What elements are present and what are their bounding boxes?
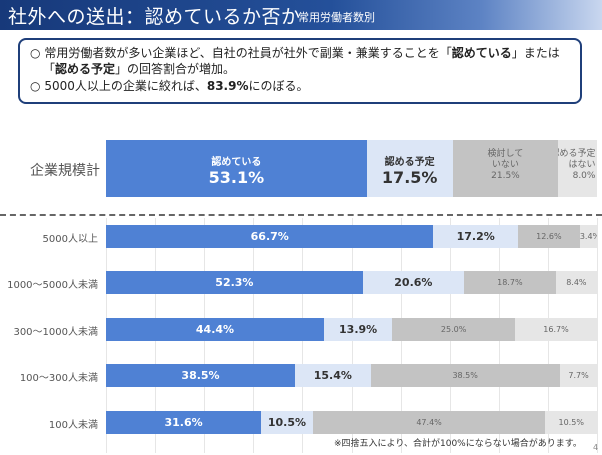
bar-data-label: 16.7%: [543, 325, 569, 334]
bullet-text: にのぼる。: [248, 79, 309, 93]
bar-data-label: 20.6%: [394, 276, 433, 289]
bar-segment: 18.7%: [463, 271, 556, 294]
bar-data-label: 13.9%: [339, 323, 378, 336]
bar-data-label: 38.5%: [452, 371, 478, 380]
bar-segment: 16.7%: [515, 318, 597, 341]
bar-data-label: 17.2%: [456, 230, 495, 243]
category-label: 300～1000人未満: [13, 327, 98, 338]
callout-bullet-1: ○ 常用労働者数が多い企業ほど、自社の社員が社外で副業・兼業することを「認めてい…: [30, 46, 560, 61]
bullet-circle-icon: ○: [30, 79, 41, 93]
bar-segment: 8.4%: [555, 271, 597, 294]
bar-segment: 20.6%: [362, 271, 464, 294]
summary-segment-value: 21.5%: [491, 171, 520, 181]
bar-data-label: 47.4%: [416, 418, 442, 427]
category-label: 100～300人未満: [19, 373, 98, 384]
bar-data-label: 18.7%: [497, 278, 523, 287]
summary-segment: 検討して いない 21.5%: [452, 140, 559, 197]
callout-bullet-2: ○ 5000人以上の企業に絞れば、83.9%にのぼる。: [30, 79, 309, 94]
summary-segment-name: 検討して: [487, 149, 524, 159]
bullet-bold-text: 認める予定: [55, 62, 116, 76]
bar-segment: 52.3%: [106, 271, 363, 294]
bar-segment: 10.5%: [261, 411, 313, 434]
bar-data-label: 12.6%: [536, 232, 562, 241]
bar-segment: 10.5%: [545, 411, 597, 434]
bar-data-label: 7.7%: [568, 371, 589, 380]
bar-segment: 44.4%: [106, 318, 324, 341]
bar-segment: 12.6%: [517, 225, 580, 248]
bar-data-label: 8.4%: [566, 278, 587, 287]
summary-segment-value: 17.5%: [381, 168, 438, 187]
gridline: [597, 218, 598, 453]
bar-data-label: 38.5%: [181, 369, 220, 382]
bullet-circle-icon: ○: [30, 46, 41, 60]
bar-segment: 25.0%: [392, 318, 515, 341]
category-label: 100人未満: [48, 420, 98, 431]
summary-segment: 認めている 53.1%: [106, 140, 367, 197]
bar-segment: 38.5%: [106, 364, 296, 387]
summary-bar-label: 企業規模計: [30, 163, 100, 179]
summary-segment: 認める予定はない8.0%: [558, 140, 598, 197]
summary-segment-value: 53.1%: [208, 168, 265, 187]
bar-data-label: 44.4%: [195, 323, 235, 336]
bar-data-label: 66.7%: [250, 230, 289, 243]
summary-segment-name: 認めている: [211, 157, 262, 168]
bar-segment: 31.6%: [106, 411, 262, 434]
bar-segment: 47.4%: [312, 411, 546, 434]
summary-segment-name: 認める予定: [558, 149, 596, 159]
bar-segment: 3.4%: [579, 225, 597, 248]
bullet-text: 「: [43, 62, 56, 76]
summary-segment-name: はない: [568, 160, 596, 170]
bar-segment: 38.5%: [370, 364, 560, 387]
category-label: 5000人以上: [42, 234, 98, 245]
summary-segment: 認める予定 17.5%: [366, 140, 453, 197]
category-label: 1000～5000人未満: [7, 280, 98, 291]
summary-segment-name: 認める予定: [384, 157, 435, 168]
page-subtitle: 常用労働者数別: [298, 11, 375, 24]
bar-data-label: 10.5%: [267, 416, 306, 429]
title-bar: 社外への送出：認めているか否か 常用労働者数別: [0, 0, 602, 30]
bar-segment: 7.7%: [559, 364, 598, 387]
bullet-bold-text: 83.9%: [206, 79, 249, 93]
page-title: 社外への送出：認めているか否か: [8, 6, 301, 28]
bullet-text: 常用労働者数が多い企業ほど、自社の社員が社外で副業・兼業することを「: [44, 46, 452, 60]
page-number: 4: [593, 443, 599, 452]
bar-segment: 13.9%: [324, 318, 393, 341]
summary-callout: ○ 常用労働者数が多い企業ほど、自社の社員が社外で副業・兼業することを「認めてい…: [18, 38, 582, 104]
bullet-text: 」または: [511, 46, 560, 60]
summary-segment-value: 8.0%: [572, 171, 596, 181]
bar-data-label: 31.6%: [164, 416, 203, 429]
bullet-text: 」の回答割合が増加。: [115, 62, 236, 76]
footnote: ※四捨五入により、合計が100%にならない場合があります。: [334, 439, 582, 449]
bar-data-label: 25.0%: [440, 325, 467, 334]
bar-data-label: 15.4%: [313, 369, 352, 382]
bar-data-label: 3.4%: [579, 232, 597, 241]
bar-segment: 15.4%: [295, 364, 371, 387]
bar-data-label: 52.3%: [215, 276, 254, 289]
summary-segment-name: いない: [491, 160, 519, 170]
bullet-text: 5000人以上の企業に絞れば、: [44, 79, 207, 93]
dashed-divider: [0, 214, 602, 216]
bar-data-label: 10.5%: [558, 418, 584, 427]
callout-bullet-1-line2: 「認める予定」の回答割合が増加。: [43, 62, 235, 77]
bullet-bold-text: 認めている: [451, 46, 512, 60]
bar-segment: 17.2%: [433, 225, 518, 248]
bar-segment: 66.7%: [106, 225, 434, 248]
